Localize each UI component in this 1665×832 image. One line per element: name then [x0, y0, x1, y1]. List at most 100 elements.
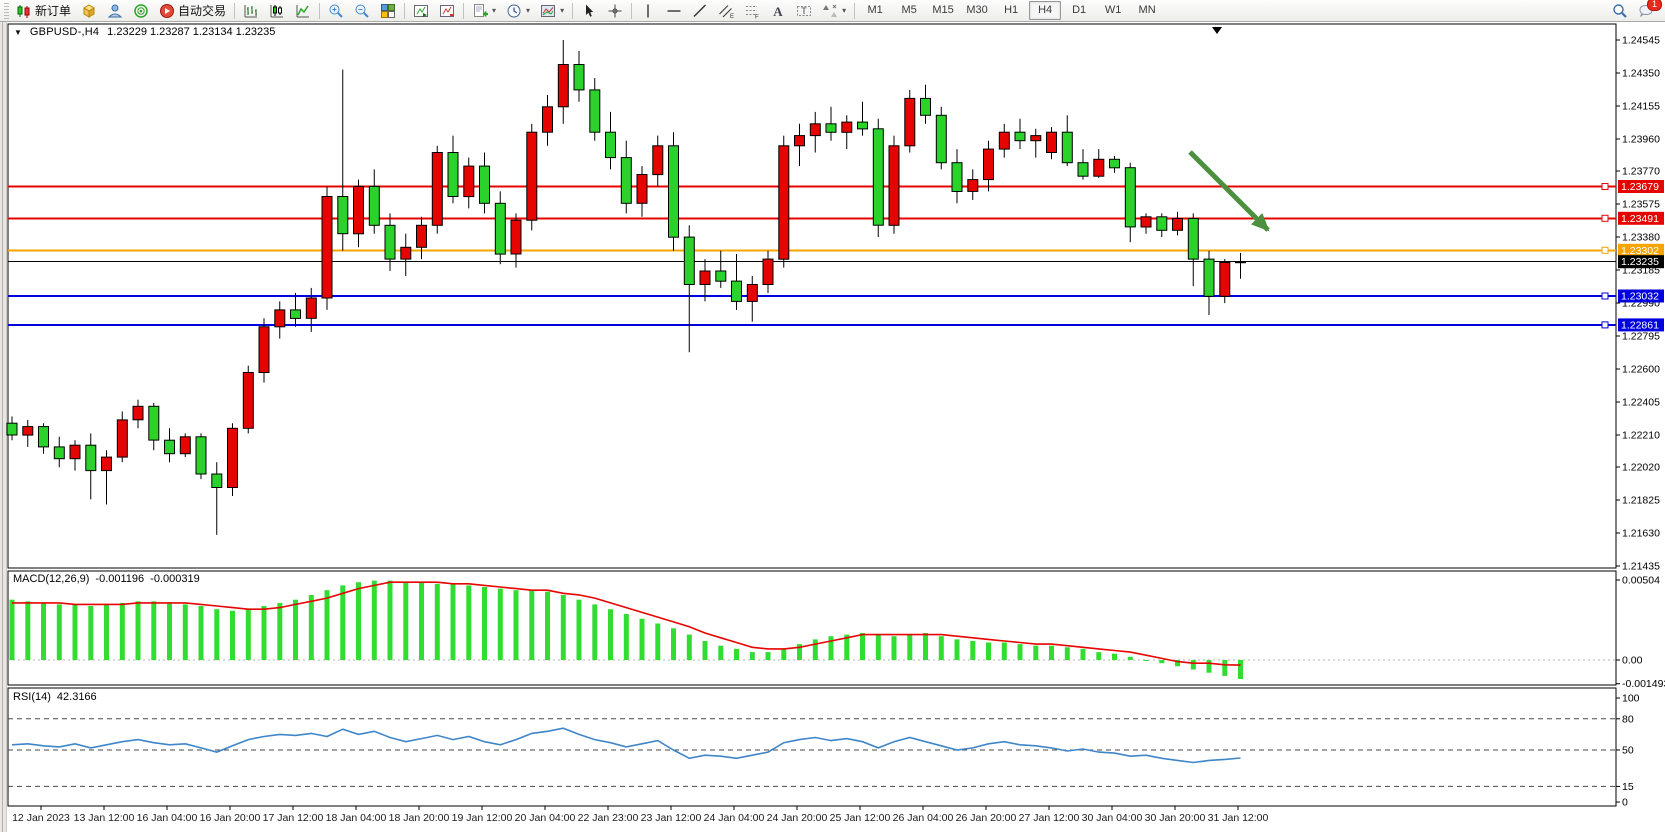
- date-label: 12 Jan 2023: [12, 812, 70, 824]
- date-label: 25 Jan 12:00: [830, 812, 891, 824]
- template-icon: [541, 4, 556, 17]
- chart-window: 1.24545 1.24350 1.24155 1.23960 1.23770 1.235…: [0, 22, 1665, 832]
- timeframe-m5-button[interactable]: M5: [901, 4, 917, 16]
- timeframe-m15-button[interactable]: M15: [932, 4, 954, 16]
- new-order-icon: [17, 4, 30, 18]
- toolbar-separator: [572, 2, 574, 19]
- hline-1.23491[interactable]: 1.23491: [8, 211, 1664, 225]
- notification-badge: 1: [1647, 0, 1662, 11]
- rsi-label: RSI(14) 42.3166: [13, 691, 97, 703]
- rsi-axis-label: 80: [1622, 713, 1634, 725]
- auto-trading-button[interactable]: 自动交易: [155, 1, 230, 21]
- shapes-button[interactable]: ▾: [818, 1, 850, 21]
- hline-price-tag: 1.23491: [1621, 213, 1659, 225]
- gold-cube-button[interactable]: [77, 1, 101, 21]
- date-label: 23 Jan 12:00: [641, 812, 702, 824]
- new-chart-button[interactable]: ▾: [468, 1, 500, 21]
- chart-title-bar: ▼ GBPUSD-,H4 1.23229 1.23287 1.23134 1.2…: [14, 26, 275, 38]
- timeframe-mn-button[interactable]: MN: [1138, 4, 1156, 16]
- toolbar-separator: [631, 2, 633, 19]
- macd-axis: 0.00504 0.00 -0.001493: [1616, 575, 1665, 690]
- timeframe-h4-button[interactable]: H4: [1029, 1, 1062, 20]
- text-label-button[interactable]: T: [792, 1, 816, 21]
- tile-windows-icon: [381, 3, 396, 18]
- channel-button[interactable]: E: [714, 1, 738, 21]
- chart-canvas[interactable]: 1.24545 1.24350 1.24155 1.23960 1.23770 1.235…: [0, 22, 1665, 832]
- macd-axis-label: 0.00504: [1622, 575, 1660, 587]
- track-chart-button[interactable]: [435, 1, 459, 21]
- crosshair-button[interactable]: [603, 1, 627, 21]
- hline-1.23302[interactable]: 1.23302: [8, 243, 1664, 257]
- tile-windows-button[interactable]: [376, 1, 400, 21]
- macd-label: MACD(12,26,9) -0.001196 -0.000319: [13, 573, 200, 585]
- channel-icon: E: [719, 4, 734, 19]
- trend-arrow[interactable]: [1188, 150, 1270, 232]
- rsi-pane-frame: [7, 687, 1617, 807]
- hline-price-tag: 1.23032: [1621, 291, 1659, 303]
- rsi-line: [11, 727, 1241, 764]
- bar-chart-button[interactable]: [239, 1, 263, 21]
- crosshair-icon: [608, 4, 622, 17]
- price-axis-label: 1.24155: [1622, 101, 1660, 113]
- new-order-button[interactable]: 新订单: [12, 1, 75, 21]
- rsi-axis-label: 0: [1622, 797, 1628, 809]
- hline-price-tag: 1.23679: [1621, 181, 1659, 193]
- toolbar-grip[interactable]: [4, 2, 9, 19]
- signal-button[interactable]: [129, 1, 153, 21]
- toolbar-separator: [404, 2, 406, 19]
- macd-signal-line: [12, 581, 1241, 666]
- vertical-line-icon: [647, 4, 649, 17]
- price-axis-label: 1.24350: [1622, 68, 1660, 80]
- text-button[interactable]: A: [766, 1, 790, 21]
- one-click-trading-toggle[interactable]: ▼: [14, 27, 22, 37]
- price-axis-label: 1.24545: [1622, 35, 1660, 47]
- trendline-button[interactable]: [688, 1, 712, 21]
- timeframe-w1-button[interactable]: W1: [1104, 4, 1122, 16]
- auto-arrange-button[interactable]: [409, 1, 433, 21]
- candlestick-chart-button[interactable]: [265, 1, 289, 21]
- hline-price-tag: 1.22861: [1621, 319, 1659, 331]
- signal-icon: [134, 3, 148, 18]
- date-label: 26 Jan 04:00: [893, 812, 954, 824]
- user-profile-button[interactable]: [103, 1, 127, 21]
- date-label: 31 Jan 12:00: [1208, 812, 1269, 824]
- notifications-button[interactable]: 1: [1634, 0, 1662, 21]
- date-label: 27 Jan 12:00: [1019, 812, 1080, 824]
- cursor-button[interactable]: [577, 1, 601, 21]
- zoom-in-button[interactable]: [324, 1, 348, 21]
- zoom-out-icon: [355, 4, 369, 18]
- rsi-axis: 100 80 50 15 0: [1616, 693, 1640, 809]
- timeframe-h1-button[interactable]: H1: [1004, 4, 1019, 16]
- timeframe-m1-button[interactable]: M1: [867, 4, 883, 16]
- date-axis: 12 Jan 2023 13 Jan 12:00 16 Jan 04:00 16 Ja…: [12, 806, 1269, 824]
- period-button[interactable]: ▾: [502, 1, 534, 21]
- line-chart-button[interactable]: [291, 1, 315, 21]
- price-axis-label: 1.23380: [1622, 232, 1660, 244]
- timeframe-d1-button[interactable]: D1: [1072, 4, 1087, 16]
- timeframe-m30-button[interactable]: M30: [966, 4, 988, 16]
- date-label: 30 Jan 20:00: [1145, 812, 1206, 824]
- hline-1.23679[interactable]: 1.23679: [8, 180, 1664, 193]
- zoom-in-icon: [329, 4, 343, 18]
- toolbar-button-group: 新订单 自动交易 ▾ ▾ ▾ E F A T ▾: [11, 0, 858, 22]
- price-axis-label: 1.23770: [1622, 166, 1660, 178]
- macd-histogram: [9, 580, 1243, 679]
- price-axis-label: 1.23575: [1622, 199, 1660, 211]
- price-axis-label: 1.21825: [1622, 495, 1660, 507]
- hline-1.23032[interactable]: 1.23032: [8, 289, 1664, 303]
- template-button[interactable]: ▾: [536, 1, 568, 21]
- fibonacci-button[interactable]: F: [740, 1, 764, 21]
- chart-shift-marker[interactable]: [1212, 27, 1222, 34]
- chevron-down-icon: ▾: [560, 6, 565, 15]
- date-label: 18 Jan 04:00: [326, 812, 387, 824]
- zoom-out-button[interactable]: [350, 1, 374, 21]
- toolbar: 新订单 自动交易 ▾ ▾ ▾ E F A T ▾ M1 M5 M15 M30 H1 H4 D1 W1 MN 1: [0, 0, 1665, 22]
- vertical-line-button[interactable]: [636, 1, 660, 21]
- search-button[interactable]: [1608, 1, 1632, 21]
- hline-1.23235[interactable]: 1.23235: [8, 255, 1664, 269]
- rsi-name: RSI(14): [13, 691, 51, 703]
- price-axis-label: 1.22795: [1622, 331, 1660, 343]
- user-profile-icon: [107, 4, 123, 17]
- price-axis-label: 1.22405: [1622, 397, 1660, 409]
- horizontal-line-button[interactable]: [662, 1, 686, 21]
